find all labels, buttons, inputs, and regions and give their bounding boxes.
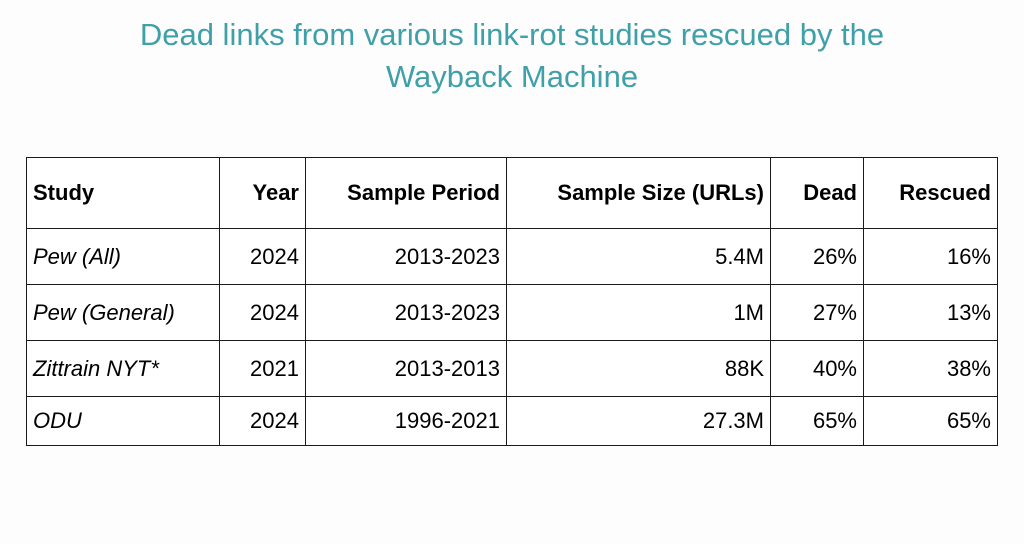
cell-dead: 65% xyxy=(770,396,864,446)
table-row: Pew (All) 2024 2013-2023 5.4M 26% 16% xyxy=(26,228,998,285)
cell-year: 2024 xyxy=(219,228,306,285)
header-rescued: Rescued xyxy=(863,157,998,229)
cell-sample-period: 2013-2013 xyxy=(305,340,507,397)
header-study: Study xyxy=(26,157,220,229)
header-dead: Dead xyxy=(770,157,864,229)
slide-title-line-2: Wayback Machine xyxy=(385,59,639,94)
cell-year: 2021 xyxy=(219,340,306,397)
header-sample-period: Sample Period xyxy=(305,157,507,229)
cell-study: ODU xyxy=(26,396,220,446)
cell-sample-size: 1M xyxy=(506,284,771,341)
cell-rescued: 13% xyxy=(863,284,998,341)
cell-sample-size: 5.4M xyxy=(506,228,771,285)
slide-title: Dead links from various link-rot studies… xyxy=(0,14,1024,98)
table-header-row: Study Year Sample Period Sample Size (UR… xyxy=(26,157,998,229)
cell-rescued: 38% xyxy=(863,340,998,397)
link-rot-studies-table: Study Year Sample Period Sample Size (UR… xyxy=(26,157,998,446)
cell-sample-size: 88K xyxy=(506,340,771,397)
cell-year: 2024 xyxy=(219,284,306,341)
cell-dead: 40% xyxy=(770,340,864,397)
cell-dead: 27% xyxy=(770,284,864,341)
cell-sample-period: 2013-2023 xyxy=(305,284,507,341)
cell-sample-size: 27.3M xyxy=(506,396,771,446)
cell-sample-period: 1996-2021 xyxy=(305,396,507,446)
cell-sample-period: 2013-2023 xyxy=(305,228,507,285)
table-row: Pew (General) 2024 2013-2023 1M 27% 13% xyxy=(26,284,998,341)
cell-study: Pew (General) xyxy=(26,284,220,341)
cell-rescued: 65% xyxy=(863,396,998,446)
header-sample-size: Sample Size (URLs) xyxy=(506,157,771,229)
slide-title-line-1: Dead links from various link-rot studies… xyxy=(139,17,885,52)
table-row: Zittrain NYT* 2021 2013-2013 88K 40% 38% xyxy=(26,340,998,397)
cell-study: Zittrain NYT* xyxy=(26,340,220,397)
cell-dead: 26% xyxy=(770,228,864,285)
cell-year: 2024 xyxy=(219,396,306,446)
cell-rescued: 16% xyxy=(863,228,998,285)
table-row: ODU 2024 1996-2021 27.3M 65% 65% xyxy=(26,396,998,446)
cell-study: Pew (All) xyxy=(26,228,220,285)
header-year: Year xyxy=(219,157,306,229)
